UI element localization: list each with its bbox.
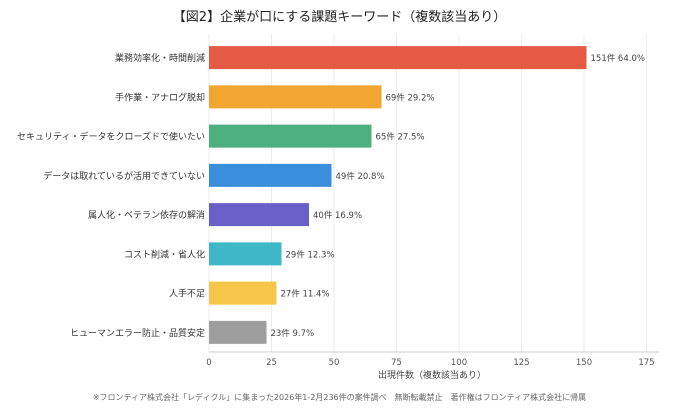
category-label: セキュリティ・データをクローズドで使いたい [17, 131, 205, 143]
category-label: 属人化・ベテラン依存の解消 [88, 209, 205, 221]
x-tick-label: 100 [451, 358, 467, 368]
category-label: 業務効率化・時間削減 [115, 52, 205, 64]
x-tick-label: 125 [513, 358, 529, 368]
bar-value-label: 65件 27.5% [376, 132, 425, 143]
bar-value-label: 29件 12.3% [286, 249, 335, 260]
bar-value-label: 27件 11.4% [281, 289, 330, 300]
bar-value-label: 69件 29.2% [386, 92, 435, 103]
x-tick-label: 25 [266, 358, 277, 368]
category-label: データは取れているが活用できていない [43, 170, 205, 182]
bar [209, 203, 309, 227]
category-labels: 業務効率化・時間削減手作業・アナログ脱却セキュリティ・データをクローズドで使いた… [17, 52, 205, 339]
bar [209, 281, 277, 305]
x-tick-label: 150 [576, 358, 592, 368]
x-tick-label: 175 [638, 358, 654, 368]
bar-value-label: 40件 16.9% [313, 210, 362, 221]
bar-value-label: 49件 20.8% [336, 171, 385, 182]
category-label: ヒューマンエラー防止・品質安定 [70, 327, 205, 339]
x-tick-label: 50 [329, 358, 340, 368]
bar [209, 124, 372, 148]
bars [209, 46, 587, 344]
bar [209, 320, 267, 344]
x-axis-label: 出現件数（複数該当あり） [378, 369, 486, 381]
footnote: ※フロンティア株式会社「レディクル」に集まった2026年1-2月236件の案件調… [92, 393, 587, 402]
x-tick-labels: 0 25 50 75 100 125 150 175 [206, 358, 654, 368]
bar-value-label: 23件 9.7% [271, 328, 315, 339]
bar [209, 163, 332, 187]
chart-title: 【図2】企業が口にする課題キーワード（複数該当あり） [172, 10, 507, 25]
category-label: 手作業・アナログ脱却 [115, 91, 205, 103]
category-label: 人手不足 [169, 288, 205, 300]
category-label: コスト削減・省人化 [124, 248, 205, 260]
bar [209, 85, 382, 109]
bar [209, 242, 282, 266]
x-tick-label: 75 [391, 358, 402, 368]
bar [209, 46, 587, 70]
grid-lines [208, 34, 659, 353]
value-labels: 151件 64.0% 69件 29.2% 65件 27.5% 49件 20.8% 40件… [271, 53, 645, 339]
bar-value-label: 151件 64.0% [591, 53, 645, 64]
x-tick-label: 0 [206, 358, 211, 368]
